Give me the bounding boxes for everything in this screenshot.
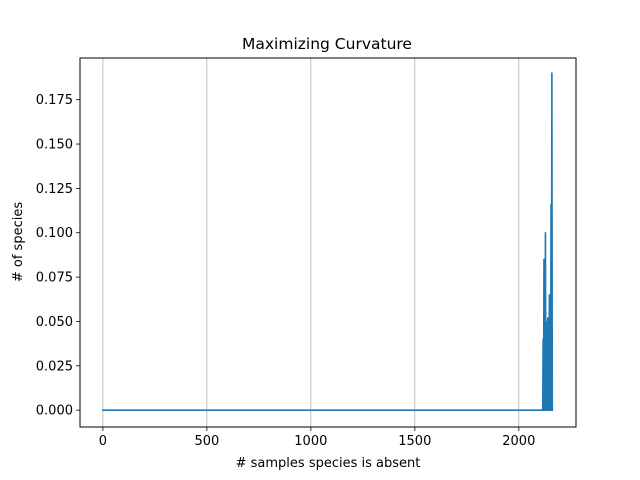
y-tick-label: 0.125 [36, 182, 73, 197]
chart-title: Maximizing Curvature [242, 35, 412, 53]
series-line [102, 72, 554, 411]
y-axis-ticks: 0.000 0.025 0.050 0.075 0.100 0.125 0.150 0.175 [36, 93, 80, 419]
x-tick-label: 500 [194, 434, 219, 449]
series-lines [102, 72, 554, 411]
y-tick-label: 0.025 [36, 359, 73, 374]
x-tick-label: 0 [99, 434, 107, 449]
y-tick-label: 0.050 [36, 315, 73, 330]
x-tick-label: 1500 [398, 434, 431, 449]
plot-area-frame [79, 57, 577, 428]
y-axis-label: # of species [11, 202, 26, 282]
x-axis-ticks: 0 500 1000 1500 2000 [99, 427, 535, 449]
x-tick-label: 1000 [294, 434, 327, 449]
y-tick-label: 0.075 [36, 271, 73, 286]
x-axis-label: # samples species is absent [236, 456, 421, 471]
y-tick-label: 0.100 [36, 226, 73, 241]
y-tick-label: 0.000 [36, 404, 73, 419]
y-tick-label: 0.150 [36, 138, 73, 153]
x-tick-label: 2000 [502, 434, 535, 449]
grid-lines [102, 58, 520, 427]
y-tick-label: 0.175 [36, 93, 73, 108]
